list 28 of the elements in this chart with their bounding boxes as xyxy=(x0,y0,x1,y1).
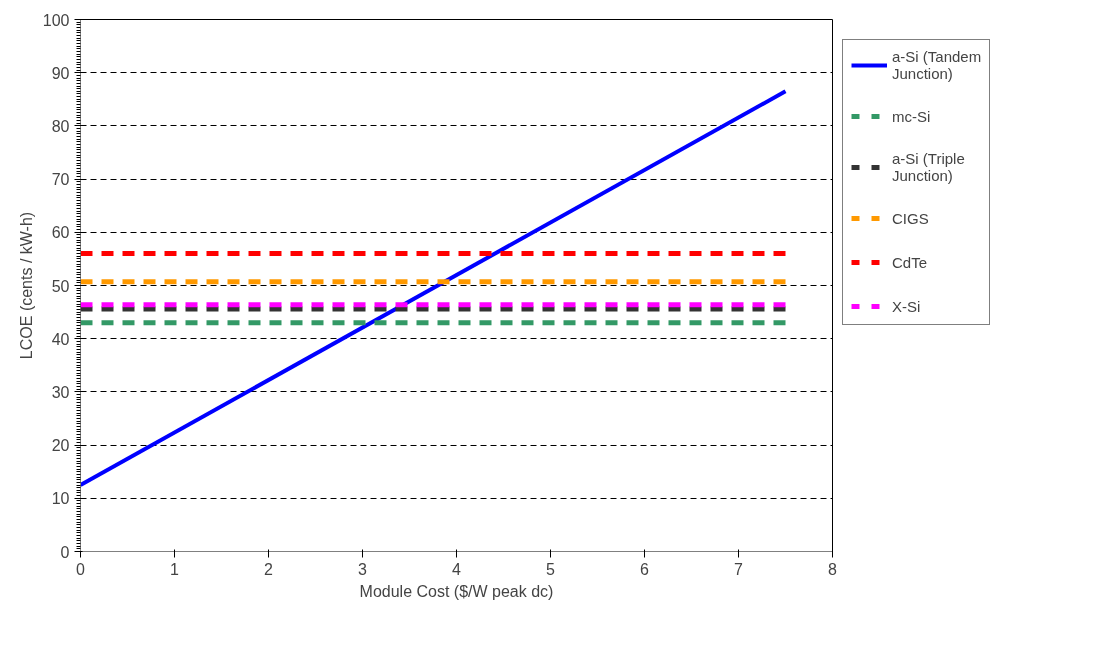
x-tick-label: 2 xyxy=(264,560,274,578)
y-tick-label: 90 xyxy=(51,64,70,82)
y-tick-label: 30 xyxy=(51,383,70,401)
legend-label: CdTe xyxy=(892,253,928,271)
x-tick-label: 3 xyxy=(358,560,368,578)
y-tick-label: 100 xyxy=(42,11,70,29)
legend-label: CIGS xyxy=(892,209,929,227)
x-tick-label: 1 xyxy=(170,560,180,578)
legend-label: a-Si (Tandem Junction) xyxy=(892,48,982,82)
y-tick-label: 10 xyxy=(51,490,70,508)
x-axis-title: Module Cost ($/W peak dc) xyxy=(359,582,554,600)
y-tick-label: 0 xyxy=(60,543,70,561)
y-tick-label: 50 xyxy=(51,277,70,295)
x-tick-label: 7 xyxy=(734,560,744,578)
y-tick-label: 20 xyxy=(51,437,70,455)
x-tick-label: 0 xyxy=(76,560,86,578)
y-tick-label: 40 xyxy=(51,330,70,348)
y-tick-label: 60 xyxy=(51,224,70,242)
y-tick-label: 80 xyxy=(51,117,70,135)
x-tick-label: 5 xyxy=(546,560,556,578)
legend-label: a-Si (Triple Junction) xyxy=(892,150,965,184)
x-tick-label: 6 xyxy=(640,560,650,578)
x-tick-label: 8 xyxy=(828,560,838,578)
legend-label: mc-Si xyxy=(892,107,931,125)
y-tick-label: 70 xyxy=(51,171,70,189)
legend-label: X-Si xyxy=(892,297,921,315)
x-tick-label: 4 xyxy=(452,560,462,578)
y-axis-title: LCOE (cents / kW-h) xyxy=(17,211,35,360)
